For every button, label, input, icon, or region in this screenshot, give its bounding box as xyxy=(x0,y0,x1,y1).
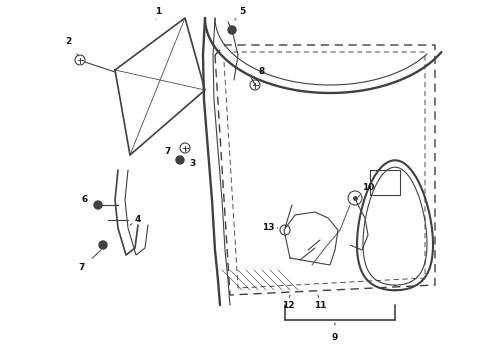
Text: 8: 8 xyxy=(257,68,265,80)
Text: 1: 1 xyxy=(155,8,161,19)
Text: 6: 6 xyxy=(82,195,98,204)
Text: 2: 2 xyxy=(65,37,78,56)
Text: 11: 11 xyxy=(314,295,326,310)
Text: 10: 10 xyxy=(358,184,374,197)
Text: 3: 3 xyxy=(186,150,195,167)
Circle shape xyxy=(99,241,107,249)
Text: 12: 12 xyxy=(282,295,294,310)
Circle shape xyxy=(228,26,236,34)
Text: 7: 7 xyxy=(79,250,101,273)
Text: 4: 4 xyxy=(130,216,141,225)
Circle shape xyxy=(94,201,102,209)
Text: 5: 5 xyxy=(235,8,245,20)
Text: 13: 13 xyxy=(262,224,278,233)
Text: 9: 9 xyxy=(332,323,338,342)
Text: 7: 7 xyxy=(165,148,180,160)
Circle shape xyxy=(176,156,184,164)
